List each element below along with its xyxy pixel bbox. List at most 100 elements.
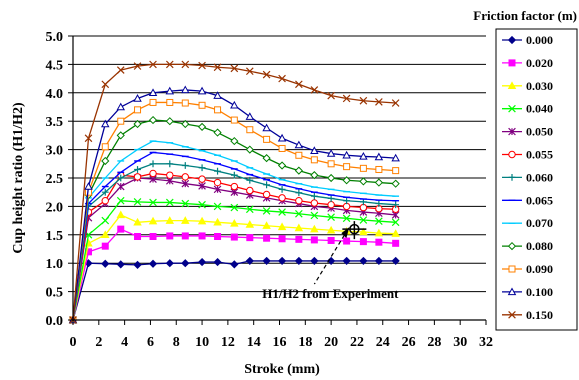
point-0.040-4	[133, 198, 142, 206]
point-0.020-13	[278, 235, 286, 243]
series-0.040	[69, 196, 400, 324]
point-0.020-14	[295, 235, 303, 243]
point-0.000-7	[181, 259, 190, 268]
point-0.020-18	[359, 238, 367, 246]
point-0.000-9	[213, 257, 222, 267]
point-0.080-3	[116, 131, 125, 140]
x-tick-label-9: 18	[298, 335, 312, 350]
point-0.080-6	[165, 117, 174, 126]
point-0.030-20	[391, 229, 400, 237]
x-tick-label-4: 8	[173, 335, 180, 350]
point-0.030-11	[245, 220, 255, 228]
point-0.100-5	[148, 88, 158, 97]
legend-entry-0.020: 0.020	[502, 56, 553, 70]
point-0.100-6	[165, 86, 175, 95]
point-0.020-16	[327, 236, 335, 244]
point-0.080-17	[342, 176, 351, 185]
x-tick-label-6: 12	[221, 335, 235, 350]
point-0.100-11	[245, 112, 255, 120]
point-0.150-6	[165, 60, 174, 69]
point-0.020-20	[392, 239, 400, 247]
point-0.020-7	[181, 232, 189, 240]
point-0.090-18	[359, 164, 367, 172]
legend-marker-0.100	[507, 287, 517, 296]
point-0.055-15	[310, 199, 319, 207]
series-layer	[68, 60, 400, 325]
point-0.030-15	[310, 224, 319, 233]
y-tick-label-7: 3.5	[46, 115, 64, 130]
legend-marker-0.000	[507, 35, 517, 45]
series-0.065	[69, 151, 400, 321]
x-tick-label-3: 6	[147, 335, 154, 350]
series-0.090	[69, 98, 400, 324]
legend-entry-0.055: 0.055	[502, 148, 553, 162]
point-0.090-7	[181, 99, 189, 107]
y-tick-label-0: 0.0	[46, 314, 64, 329]
point-0.090-16	[327, 160, 335, 168]
point-0.060-7	[181, 162, 189, 169]
series-0.050	[69, 174, 400, 324]
point-0.150-17	[342, 94, 351, 103]
legend-entry-0.150: 0.150	[502, 308, 553, 322]
point-0.000-6	[165, 259, 174, 268]
point-0.030-16	[326, 225, 336, 234]
point-0.030-2	[101, 230, 110, 239]
point-0.100-9	[213, 91, 222, 99]
legend-entry-0.030: 0.030	[502, 79, 553, 93]
point-0.060-6	[166, 160, 174, 168]
point-0.000-11	[245, 256, 254, 266]
point-0.080-11	[245, 145, 254, 154]
point-0.150-5	[149, 60, 157, 69]
point-0.150-9	[213, 63, 222, 72]
point-0.030-9	[213, 217, 222, 226]
legend-entry-0.050: 0.050	[502, 125, 553, 139]
legend-label-0.090: 0.090	[526, 262, 553, 276]
y-axis-title: Cup height ratio (H1/H2)	[11, 102, 26, 254]
legend-marker-0.090	[508, 265, 516, 273]
x-tick-label-12: 24	[376, 335, 390, 350]
point-0.080-7	[181, 119, 190, 129]
point-0.150-11	[245, 67, 254, 76]
point-0.060-3	[117, 174, 125, 182]
point-0.040-13	[278, 208, 286, 216]
point-0.150-15	[310, 86, 319, 94]
point-0.080-14	[294, 166, 303, 175]
point-0.040-18	[359, 216, 368, 224]
point-0.060-9	[214, 167, 221, 175]
y-tick-label-6: 3.0	[46, 144, 64, 159]
point-0.150-14	[295, 80, 303, 89]
legend-label-0.020: 0.020	[526, 56, 553, 70]
point-0.030-3	[116, 210, 126, 219]
point-0.080-13	[277, 161, 287, 170]
point-0.090-6	[166, 98, 174, 106]
legend-entry-0.060: 0.060	[502, 170, 553, 184]
point-0.150-8	[198, 61, 206, 70]
point-0.150-7	[181, 60, 190, 69]
legend-label-0.060: 0.060	[526, 170, 553, 184]
point-0.055-18	[359, 203, 368, 212]
legend-label-0.080: 0.080	[526, 239, 553, 253]
point-0.080-20	[391, 179, 400, 188]
point-0.040-10	[230, 203, 239, 212]
point-0.020-15	[310, 236, 318, 244]
point-0.055-8	[198, 175, 206, 183]
legend-label-0.055: 0.055	[526, 148, 553, 162]
legend-title: Friction factor (m)	[473, 8, 577, 23]
point-0.000-20	[391, 256, 400, 266]
x-tick-label-15: 30	[453, 335, 467, 350]
legend-marker-0.050	[508, 127, 516, 136]
legend-entry-0.040: 0.040	[502, 102, 553, 116]
point-0.100-8	[197, 86, 207, 95]
point-0.030-13	[277, 222, 287, 231]
point-0.055-10	[230, 182, 239, 191]
point-0.040-15	[310, 211, 319, 220]
point-0.000-8	[197, 257, 207, 267]
point-0.040-17	[342, 214, 351, 223]
point-0.090-2	[101, 143, 109, 151]
point-0.060-17	[343, 197, 351, 205]
point-0.100-19	[374, 152, 384, 161]
point-0.000-12	[262, 256, 271, 266]
point-0.040-5	[149, 198, 157, 207]
point-0.060-5	[149, 160, 157, 168]
point-0.080-2	[101, 156, 110, 166]
